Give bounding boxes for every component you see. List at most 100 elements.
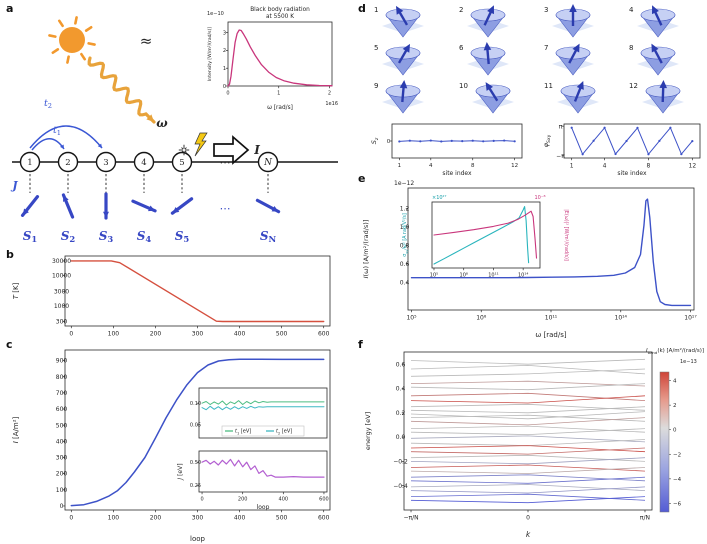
cone-graphic [382, 43, 425, 76]
chain-site-1: 1 [27, 158, 32, 168]
svg-text:I [A/m²]: I [A/m²] [12, 416, 20, 443]
spin-arrow [573, 81, 584, 102]
cone-index: 12 [629, 82, 638, 90]
svg-text:8: 8 [471, 163, 475, 169]
panel-f-band-chart: −π/N 0 π/N 0.6 0.4 0.2 0.0 −0.2 −0.4 k energy [eV] [364, 351, 653, 539]
omega-label: ω [156, 116, 168, 130]
cone-graphic [637, 43, 680, 76]
svg-text:10¹¹: 10¹¹ [488, 273, 498, 279]
spin-arrow [396, 5, 409, 26]
svg-text:900: 900 [56, 358, 68, 365]
svg-text:10000: 10000 [52, 272, 71, 279]
svg-text:−0.2: −0.2 [393, 458, 408, 465]
svg-text:400: 400 [279, 497, 289, 503]
cone-index: 10 [459, 82, 468, 90]
spin-cone-11: 11 [536, 80, 621, 116]
spin-cone-grid: 1 2 3 4 5 6 7 8 9 10 11 12 [366, 4, 706, 118]
panel-e-inset-chart: 10⁵ 10⁸ 10¹¹ 10¹⁴ σxy/ω² [A rad/V²/s] |E(ω)|²… [402, 195, 569, 279]
cone-graphic [467, 42, 510, 76]
svg-text:1: 1 [570, 163, 574, 170]
panel-label-f: f [358, 338, 363, 351]
svg-text:0: 0 [223, 84, 226, 90]
svg-text:0: 0 [526, 515, 530, 522]
svg-text:300: 300 [56, 319, 68, 326]
svg-text:−2: −2 [673, 452, 681, 458]
svg-text:10¹¹: 10¹¹ [545, 315, 558, 322]
spin-arrow [398, 43, 411, 64]
svg-text:600: 600 [318, 331, 330, 338]
spin-label-3: S3 [99, 229, 114, 244]
cone-index: 1 [374, 6, 379, 14]
svg-text:0: 0 [226, 91, 229, 97]
spin-cone-4: 4 [621, 4, 706, 40]
svg-text:300: 300 [192, 331, 204, 338]
cone-graphic [382, 80, 425, 114]
svg-text:×10²⁷: ×10²⁷ [432, 195, 447, 201]
svg-text:12: 12 [689, 163, 697, 170]
spin-arrow [485, 82, 499, 102]
spin-cone-7: 7 [536, 42, 621, 78]
svg-text:10¹⁴: 10¹⁴ [615, 315, 628, 322]
spin-cone-12: 12 [621, 80, 706, 116]
spin-cone-5: 5 [366, 42, 451, 78]
cone-index: 7 [544, 44, 549, 52]
svg-text:t1 [eV]: t1 [eV] [235, 429, 251, 436]
chain-site-4: 4 [141, 158, 146, 168]
svg-text:3000: 3000 [54, 288, 69, 295]
panel-label-e: e [358, 172, 366, 185]
svg-text:3: 3 [223, 30, 226, 36]
svg-text:π/N: π/N [640, 515, 650, 522]
svg-text:π: π [559, 123, 563, 130]
svg-text:800: 800 [56, 374, 68, 381]
svg-text:0.50: 0.50 [190, 460, 201, 466]
svg-text:0.05: 0.05 [190, 423, 201, 429]
svg-text:0.6: 0.6 [400, 261, 410, 268]
spin-arrow [484, 42, 492, 65]
svg-text:100: 100 [108, 515, 120, 522]
spin-label-N: SN [260, 229, 277, 244]
chain-site-2: 2 [65, 158, 70, 168]
svg-text:600: 600 [319, 497, 329, 503]
spin-label-1: S1 [23, 229, 38, 244]
svg-text:0.0: 0.0 [396, 434, 406, 441]
svg-text:1: 1 [223, 66, 226, 72]
svg-text:10⁸: 10⁸ [460, 273, 468, 279]
cone-index: 6 [459, 44, 464, 52]
svg-text:200: 200 [238, 497, 248, 503]
chain-site-N: N [263, 158, 273, 168]
svg-text:site index: site index [617, 170, 647, 177]
svg-text:0.4: 0.4 [396, 386, 406, 393]
svg-text:Sz: Sz [370, 137, 380, 144]
colorbar-offset: 1e−13 [680, 359, 697, 365]
svg-text:0.6: 0.6 [396, 361, 406, 368]
cone-graphic [382, 5, 425, 38]
svg-text:500: 500 [276, 331, 288, 338]
svg-text:2: 2 [223, 48, 226, 54]
svg-text:400: 400 [234, 331, 246, 338]
svg-text:100: 100 [56, 487, 68, 494]
panel-c-inset-exchange: 0 200 400 600 0.25 0.50 loop J [eV] [177, 450, 329, 511]
spin-ellipsis: ⋯ [220, 202, 231, 215]
t1-label: t1 [53, 125, 61, 137]
spin-arrow [484, 5, 495, 26]
spin-label-5: S5 [175, 229, 190, 244]
svg-text:500: 500 [276, 515, 288, 522]
spin-arrow [659, 80, 667, 103]
svg-text:200: 200 [150, 331, 162, 338]
cone-index: 8 [629, 44, 634, 52]
svg-text:0: 0 [69, 331, 73, 338]
panel-label-d: d [358, 2, 366, 15]
svg-text:at 5500 K: at 5500 K [266, 14, 294, 20]
svg-text:4: 4 [673, 379, 677, 385]
svg-text:J [eV]: J [eV] [177, 463, 184, 480]
spin-cone-9: 9 [366, 80, 451, 116]
svg-text:1.0: 1.0 [400, 224, 410, 231]
spin-cone-10: 10 [451, 80, 536, 116]
chain-site-5: 5 [179, 158, 184, 168]
svg-text:1e−12: 1e−12 [394, 180, 414, 187]
svg-text:400: 400 [56, 438, 68, 445]
cone-graphic [467, 5, 510, 38]
colorbar-title: Iband(k) [A/m²/(rad/s)] [646, 347, 704, 355]
current-label: I [253, 143, 260, 157]
panel-label-b: b [6, 248, 14, 261]
